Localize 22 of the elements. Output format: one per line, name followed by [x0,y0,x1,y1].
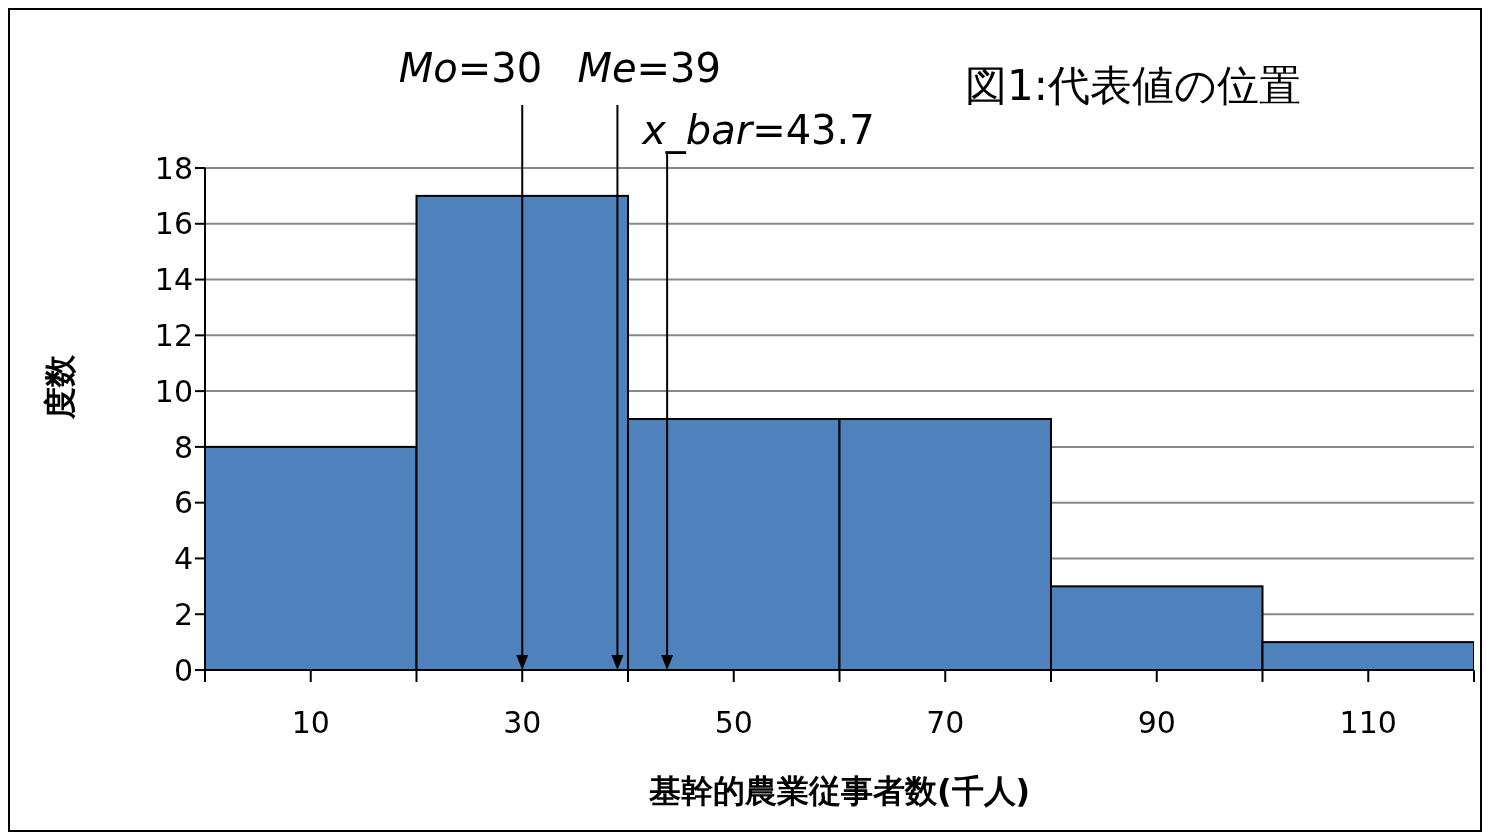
x-tick-label: 10 [291,705,330,741]
x-tick-label: 30 [503,705,542,741]
x-tick-label: 110 [1339,705,1397,741]
ref-line-label: Mo=30 [398,45,543,91]
y-tick-label: 12 [154,317,193,353]
x-axis-title: 基幹的農業従事者数(千人) [647,772,1031,810]
x-tick-label: 50 [714,705,753,741]
chart-title: 図1:代表値の位置 [965,60,1301,112]
x-tick-label: 90 [1137,705,1176,741]
y-tick-label: 18 [154,150,193,186]
y-tick-label: 8 [173,429,193,465]
y-tick-label: 2 [173,596,193,632]
y-tick-label: 6 [173,485,193,521]
y-tick-label: 16 [154,206,193,242]
y-tick-label: 4 [173,541,193,577]
y-tick-label: 0 [173,652,193,688]
ref-line-label: Me=39 [577,45,721,91]
y-axis-title: 度数 [41,354,80,420]
y-tick-label: 10 [154,373,193,409]
y-tick-label: 14 [154,262,193,298]
ref-line-label: x_bar=43.7 [640,107,875,154]
x-tick-label: 70 [926,705,965,741]
